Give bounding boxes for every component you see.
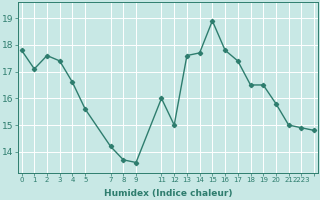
X-axis label: Humidex (Indice chaleur): Humidex (Indice chaleur) xyxy=(104,189,232,198)
